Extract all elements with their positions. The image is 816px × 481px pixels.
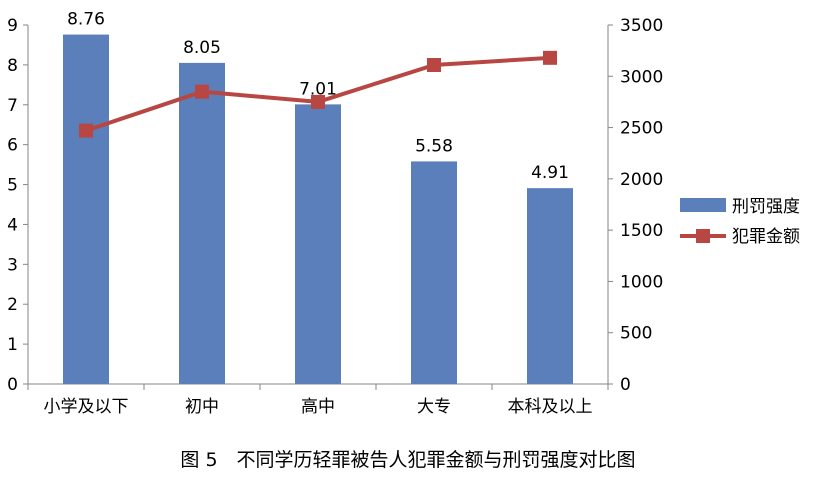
right-tick-label: 2000	[620, 170, 663, 190]
bar-data-label: 8.05	[183, 38, 221, 58]
left-tick-label: 1	[7, 335, 18, 355]
x-category-label: 初中	[185, 397, 219, 417]
x-category-label: 大专	[417, 397, 451, 417]
left-tick-label: 7	[7, 96, 18, 116]
right-tick-label: 1500	[620, 221, 663, 241]
chart-axes: 0 1 2 3 4 5 6 7 8 9 0 500 1000 1500 2000 2500 3000 3500 小学…	[7, 16, 663, 417]
left-tick-label: 8	[7, 56, 18, 76]
line-marker	[79, 123, 93, 138]
line-marker	[311, 94, 325, 109]
bar-data-label: 7.01	[299, 79, 337, 99]
left-tick-label: 0	[7, 375, 18, 395]
left-tick-label: 9	[7, 16, 18, 36]
legend-line-label: 犯罪金额	[732, 227, 800, 247]
line-marker	[195, 84, 209, 99]
right-tick-label: 3000	[620, 67, 663, 87]
x-category-label: 本科及以上	[508, 397, 593, 417]
bar	[63, 34, 109, 384]
line-marker	[543, 50, 557, 65]
left-tick-label: 2	[7, 295, 18, 315]
legend-bar-swatch	[680, 198, 726, 212]
bar	[411, 161, 457, 384]
left-tick-label: 6	[7, 136, 18, 156]
bar-data-label: 4.91	[531, 163, 569, 183]
line-marker	[427, 58, 441, 73]
line-series	[79, 50, 557, 138]
bar	[295, 104, 341, 384]
bar-data-label: 5.58	[415, 136, 453, 156]
right-tick-label: 1000	[620, 272, 663, 292]
left-tick-label: 5	[7, 176, 18, 196]
left-tick-label: 3	[7, 255, 18, 275]
legend-bar-label: 刑罚强度	[732, 197, 800, 217]
bar-series	[63, 34, 573, 385]
right-tick-label: 3500	[620, 16, 663, 36]
right-tick-label: 0	[620, 375, 631, 395]
bar-data-label: 8.76	[67, 10, 105, 30]
left-tick-label: 4	[7, 215, 18, 235]
x-category-label: 小学及以下	[44, 397, 129, 417]
right-tick-label: 2500	[620, 119, 663, 139]
bar	[527, 188, 573, 384]
combo-chart: 0 1 2 3 4 5 6 7 8 9 0 500 1000 1500 2000 2500 3000 3500 小学…	[7, 10, 800, 417]
bar-data-labels: 8.76 8.05 7.01 5.58 4.91	[67, 10, 569, 184]
bar	[179, 62, 225, 385]
x-category-label: 高中	[301, 397, 335, 417]
figure-caption: 图 5 不同学历轻罪被告人犯罪金额与刑罚强度对比图	[180, 449, 636, 471]
legend-line-marker	[696, 229, 710, 243]
right-tick-label: 500	[620, 324, 652, 344]
